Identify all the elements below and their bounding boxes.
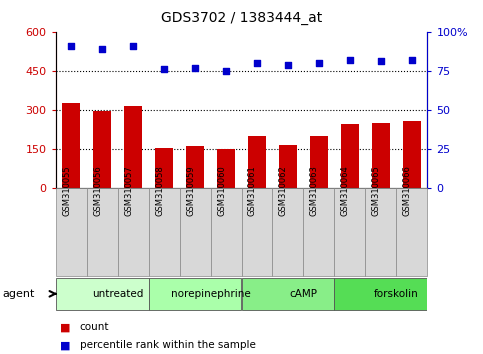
Text: cAMP: cAMP [289,289,317,299]
Text: GSM310058: GSM310058 [155,165,164,216]
Point [160,67,168,72]
Text: GSM310065: GSM310065 [372,165,381,216]
Bar [56,188,86,276]
Text: ■: ■ [60,340,71,350]
Text: GDS3702 / 1383444_at: GDS3702 / 1383444_at [161,11,322,25]
Bar [117,188,149,276]
Bar [303,188,334,276]
Text: GSM310062: GSM310062 [279,165,288,216]
Point [129,43,137,49]
Point [222,68,230,74]
Text: GSM310066: GSM310066 [403,165,412,216]
Bar [242,188,272,276]
Text: GSM310056: GSM310056 [93,165,102,216]
Point [67,43,75,49]
Bar [334,278,427,310]
Point [315,60,323,66]
Text: count: count [80,322,109,332]
Point [284,62,292,67]
Bar [372,123,390,188]
Bar [155,148,173,188]
Bar [56,278,149,310]
Bar [334,188,366,276]
Bar [62,103,80,188]
Text: GSM310061: GSM310061 [248,165,257,216]
Bar [272,188,303,276]
Point [346,57,354,63]
Point [191,65,199,70]
Bar [248,136,266,188]
Bar [279,145,297,188]
Bar [366,188,397,276]
Bar [397,188,427,276]
Bar [124,106,142,188]
Text: untreated: untreated [92,289,143,299]
Text: agent: agent [2,289,35,299]
Bar [310,136,328,188]
Text: percentile rank within the sample: percentile rank within the sample [80,340,256,350]
Text: ■: ■ [60,322,71,332]
Point [408,57,416,63]
Bar [211,188,242,276]
Text: GSM310064: GSM310064 [341,165,350,216]
Text: GSM310063: GSM310063 [310,165,319,216]
Text: GSM310060: GSM310060 [217,165,226,216]
Bar [242,278,334,310]
Text: norepinephrine: norepinephrine [170,289,250,299]
Text: GSM310055: GSM310055 [62,165,71,216]
Point [377,59,385,64]
Bar [180,188,211,276]
Point [98,46,106,52]
Bar [186,146,204,188]
Bar [149,188,180,276]
Text: forskolin: forskolin [374,289,419,299]
Bar [341,124,359,188]
Bar [403,121,421,188]
Bar [93,110,112,188]
Text: GSM310059: GSM310059 [186,165,195,216]
Point [253,60,261,66]
Bar [86,188,117,276]
Bar [217,149,235,188]
Bar [149,278,242,310]
Text: GSM310057: GSM310057 [124,165,133,216]
